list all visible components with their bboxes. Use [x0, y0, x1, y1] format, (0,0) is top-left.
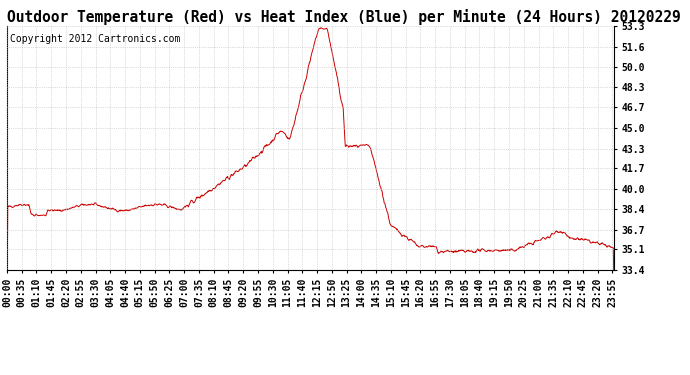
Text: Outdoor Temperature (Red) vs Heat Index (Blue) per Minute (24 Hours) 20120229: Outdoor Temperature (Red) vs Heat Index … [7, 9, 680, 25]
Text: Copyright 2012 Cartronics.com: Copyright 2012 Cartronics.com [10, 34, 180, 44]
